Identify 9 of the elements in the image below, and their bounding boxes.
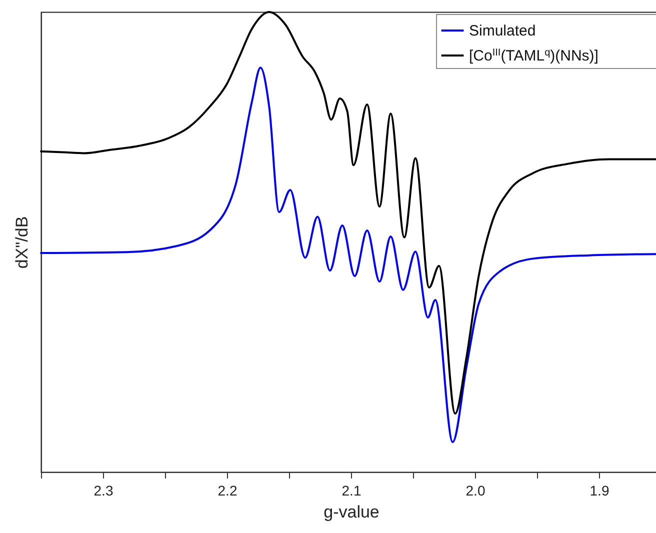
x-tick-label: 2.2 (218, 482, 238, 498)
x-tick-label: 2.0 (466, 482, 486, 498)
x-tick-label: 1.9 (590, 482, 610, 498)
x-tick-label: 2.3 (94, 482, 114, 498)
y-axis-title: dX"/dB (12, 216, 32, 269)
legend-label: [Co$^{III}$(TAML$^{q}$)(NNs)] (469, 47, 598, 64)
x-axis-title: g-value (324, 502, 380, 522)
x-tick-label: 2.1 (342, 482, 362, 498)
legend-label: Simulated (469, 22, 536, 40)
